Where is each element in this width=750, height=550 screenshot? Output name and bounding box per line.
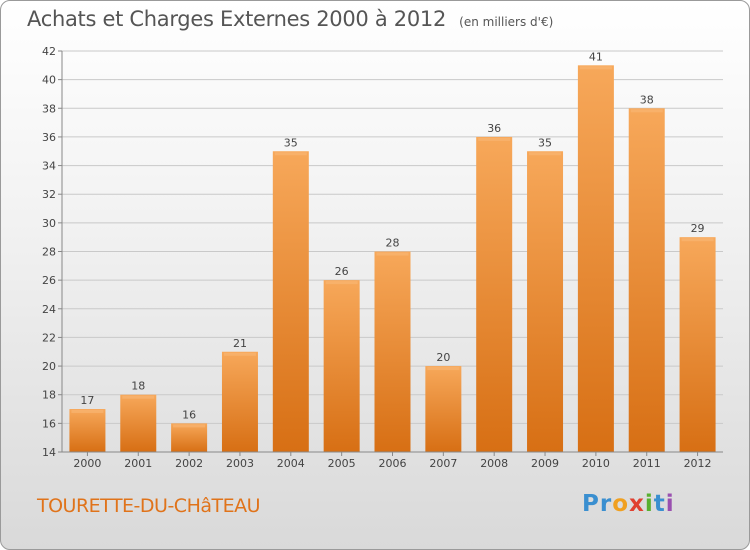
bar-2002 [171,423,208,452]
y-tick-label: 16 [42,417,56,430]
data-label-2007: 20 [436,351,450,364]
y-tick-label: 38 [42,102,56,115]
data-label-2010: 41 [589,50,603,63]
logo-letter: i [665,491,675,517]
bar-2007 [425,366,462,452]
y-tick-label: 18 [42,389,56,402]
bar-highlight [579,66,612,70]
data-label-2002: 16 [182,408,196,421]
proxiti-logo: Proxiti [582,491,675,517]
bar-2001 [120,394,157,452]
bar-2009 [527,151,564,452]
axes: 14 16 18 20 22 24 26 28 30 32 34 36 38 40 42 2000 2001 20… [42,45,723,470]
bar-highlight [478,137,511,141]
bar-2011 [628,108,665,453]
x-tick-label-2006: 2006 [379,457,407,470]
x-tick-label-2002: 2002 [175,457,203,470]
y-tick-label: 36 [42,131,56,144]
y-tick-label: 32 [42,188,56,201]
bar-highlight [325,281,358,285]
bar-highlight [122,395,155,399]
data-label-2001: 18 [131,380,145,393]
logo-letter: r [599,491,613,517]
data-label-2000: 17 [80,394,94,407]
data-label-2005: 26 [335,265,349,278]
x-tick-label-2011: 2011 [633,457,661,470]
title-row: Achats et Charges Externes 2000 à 2012 (… [27,7,553,31]
x-tick-label-2000: 2000 [73,457,101,470]
bar-2000 [69,409,106,452]
y-tick-label: 40 [42,74,56,87]
bar-highlight [71,410,104,414]
y-tick-label: 20 [42,360,56,373]
y-tick-label: 14 [42,446,56,459]
x-tick-label-2003: 2003 [226,457,254,470]
x-tick-label-2004: 2004 [277,457,305,470]
x-tick-label-2008: 2008 [480,457,508,470]
bar-2012 [679,237,716,452]
bar-highlight [274,152,307,156]
bar-highlight [173,424,206,428]
bar-highlight [681,238,714,242]
y-tick-label: 34 [42,160,56,173]
logo-letter: i [644,491,654,517]
x-tick-label-2001: 2001 [124,457,152,470]
data-label-2008: 36 [487,122,501,135]
logo-letter: x [629,491,645,517]
bar-2008 [476,136,513,452]
data-label-2004: 35 [284,136,298,149]
logo-letter: t [653,491,666,517]
x-tick-label-2010: 2010 [582,457,610,470]
logo-letter: P [582,491,600,517]
x-tick-label-2007: 2007 [429,457,457,470]
y-tick-label: 42 [42,45,56,58]
y-tick-label: 24 [42,303,56,316]
data-label-2011: 38 [640,93,654,106]
data-label-2003: 21 [233,337,247,350]
bar-highlight [529,152,562,156]
logo-letter: o [612,491,630,517]
bar-highlight [376,252,409,256]
bar-2003 [221,351,258,452]
data-label-2012: 29 [691,222,705,235]
x-tick-label-2009: 2009 [531,457,559,470]
y-tick-label: 28 [42,246,56,259]
bar-highlight [427,367,460,371]
data-label-2006: 28 [386,237,400,250]
x-tick-label-2005: 2005 [328,457,356,470]
chart-title: Achats et Charges Externes 2000 à 2012 [27,7,447,31]
commune-name: TOURETTE-DU-CHâTEAU [37,495,261,517]
y-tick-label: 26 [42,274,56,287]
chart-subtitle: (en milliers d'€) [459,15,554,29]
bars: 17 18 16 21 35 26 28 20 36 35 41 38 29 [69,50,716,453]
bar-2010 [577,65,614,453]
x-tick-label-2012: 2012 [684,457,712,470]
data-label-2009: 35 [538,136,552,149]
y-tick-label: 22 [42,331,56,344]
bar-highlight [630,109,663,113]
bar-2006 [374,251,411,452]
bar-2005 [323,280,360,452]
bar-2004 [272,151,309,452]
bar-highlight [223,352,256,356]
y-tick-label: 30 [42,217,56,230]
